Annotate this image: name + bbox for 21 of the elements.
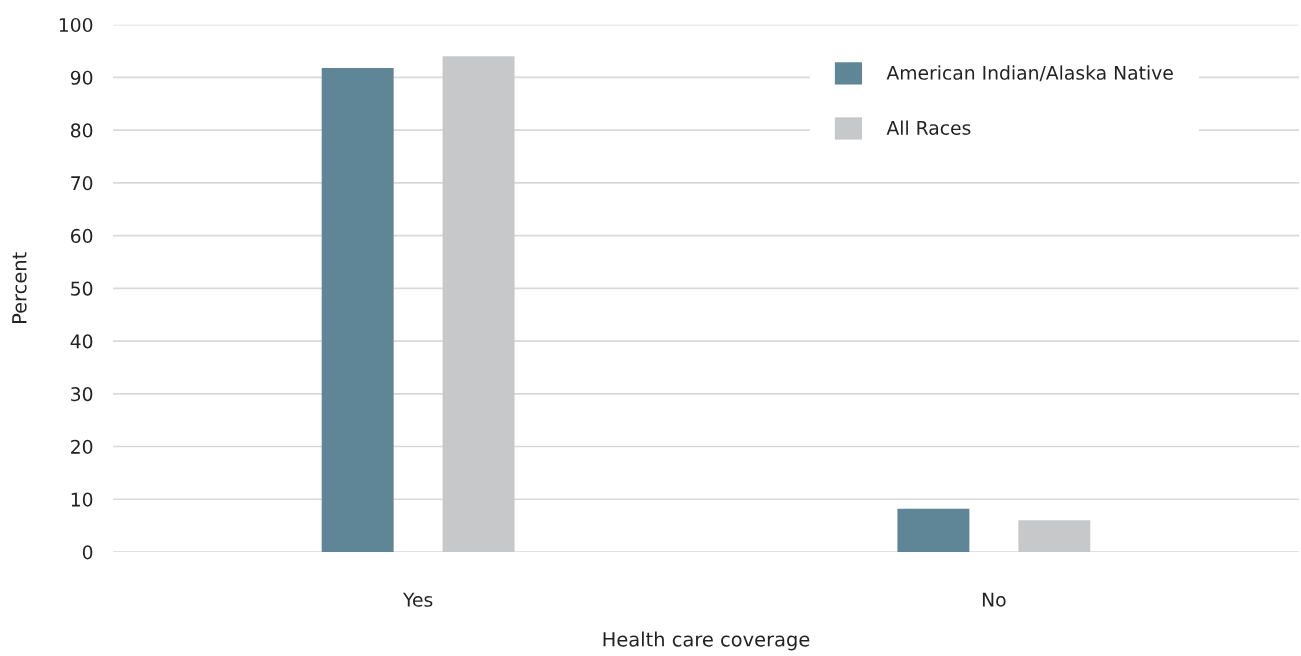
y-tick-label: 0 bbox=[82, 545, 93, 560]
y-tick-label: 80 bbox=[70, 123, 93, 138]
x-axis-title: Health care coverage bbox=[603, 631, 810, 651]
legend-label: All Races bbox=[886, 120, 971, 135]
y-tick-label: 10 bbox=[71, 492, 93, 507]
y-axis-title: Percent bbox=[12, 252, 27, 324]
y-tick-label: 20 bbox=[71, 439, 93, 454]
y-tick-label: 100 bbox=[59, 17, 93, 33]
x-tick-label: Yes bbox=[402, 592, 433, 607]
bar bbox=[442, 56, 515, 552]
y-tick-label: 40 bbox=[70, 334, 93, 349]
y-tick-label: 60 bbox=[71, 228, 93, 244]
bar bbox=[321, 67, 394, 552]
bar bbox=[1018, 520, 1091, 552]
y-tick-label: 50 bbox=[71, 281, 93, 296]
legend-label: American Indian/Alaska Native bbox=[886, 65, 1173, 82]
y-tick-label: 70 bbox=[71, 176, 93, 191]
bar bbox=[897, 508, 970, 552]
y-tick-label: 90 bbox=[70, 70, 93, 85]
x-tick-label: No bbox=[982, 592, 1006, 607]
y-tick-label: 30 bbox=[71, 387, 93, 402]
